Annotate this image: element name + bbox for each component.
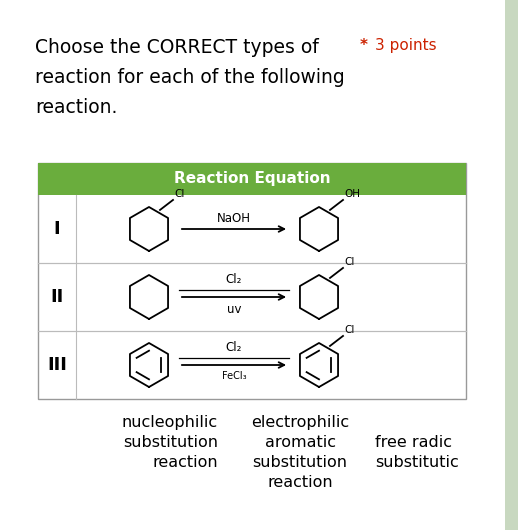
Text: reaction.: reaction. xyxy=(35,98,118,117)
Text: NaOH: NaOH xyxy=(217,212,251,225)
Text: substitution: substitution xyxy=(252,455,348,470)
Text: Reaction Equation: Reaction Equation xyxy=(174,172,330,187)
Text: free radic: free radic xyxy=(375,435,452,450)
FancyBboxPatch shape xyxy=(38,163,466,399)
Text: substitutic: substitutic xyxy=(375,455,459,470)
Text: FeCl₃: FeCl₃ xyxy=(222,371,247,381)
Text: aromatic: aromatic xyxy=(265,435,336,450)
Text: Choose the CORRECT types of: Choose the CORRECT types of xyxy=(35,38,319,57)
Text: reaction: reaction xyxy=(267,475,333,490)
Text: Cl₂: Cl₂ xyxy=(226,341,242,354)
Text: nucleophilic: nucleophilic xyxy=(122,415,218,430)
Text: electrophilic: electrophilic xyxy=(251,415,349,430)
Text: substitution: substitution xyxy=(123,435,218,450)
FancyBboxPatch shape xyxy=(38,163,466,195)
Text: 3 points: 3 points xyxy=(375,38,437,53)
Text: OH: OH xyxy=(344,189,360,199)
Text: I: I xyxy=(54,220,60,238)
Text: II: II xyxy=(50,288,64,306)
Text: reaction for each of the following: reaction for each of the following xyxy=(35,68,345,87)
Text: reaction: reaction xyxy=(152,455,218,470)
Text: III: III xyxy=(47,356,67,374)
Text: *: * xyxy=(360,38,368,53)
Text: Cl: Cl xyxy=(344,325,354,335)
Text: Cl: Cl xyxy=(174,189,184,199)
Text: uv: uv xyxy=(227,303,241,316)
FancyBboxPatch shape xyxy=(0,0,505,530)
Text: Cl: Cl xyxy=(344,257,354,267)
Text: Cl₂: Cl₂ xyxy=(226,273,242,286)
